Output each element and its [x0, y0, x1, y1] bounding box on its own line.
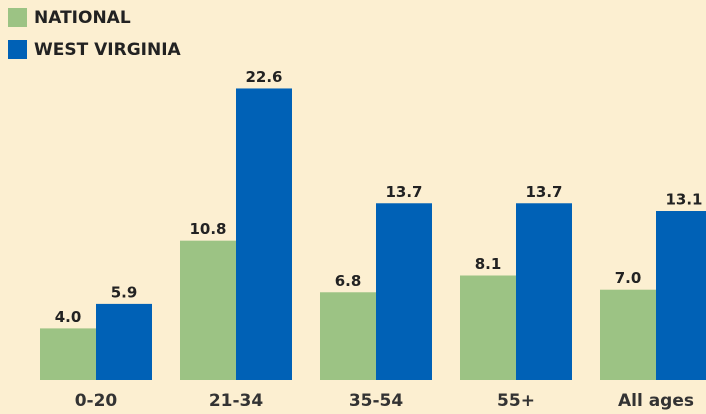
value-label: 6.8	[335, 272, 362, 290]
x-tick-label: 0-20	[75, 391, 118, 411]
legend-text: WEST VIRGINIA	[34, 40, 182, 60]
bar	[236, 88, 292, 381]
value-label: 22.6	[245, 68, 282, 86]
legend-swatch	[8, 40, 27, 59]
bar	[180, 240, 236, 380]
bar	[320, 292, 376, 380]
value-label: 13.7	[525, 183, 562, 201]
value-label: 13.7	[385, 183, 422, 201]
bar	[376, 203, 432, 380]
bar	[600, 289, 656, 380]
bar	[96, 303, 152, 380]
legend-swatch	[8, 8, 27, 27]
value-label: 7.0	[615, 269, 642, 287]
bar	[656, 211, 706, 380]
value-label: 10.8	[189, 220, 226, 238]
value-label: 13.1	[665, 191, 702, 209]
value-label: 5.9	[111, 283, 138, 301]
value-label: 4.0	[55, 308, 82, 326]
bar	[516, 203, 572, 380]
x-tick-label: 55+	[497, 391, 535, 411]
x-tick-label: 35-54	[349, 391, 404, 411]
bar	[460, 275, 516, 380]
x-tick-label: All ages	[618, 391, 694, 411]
x-tick-label: 21-34	[209, 391, 264, 411]
bar	[40, 328, 96, 380]
value-label: 8.1	[475, 255, 502, 273]
legend-text: NATIONAL	[34, 8, 131, 28]
